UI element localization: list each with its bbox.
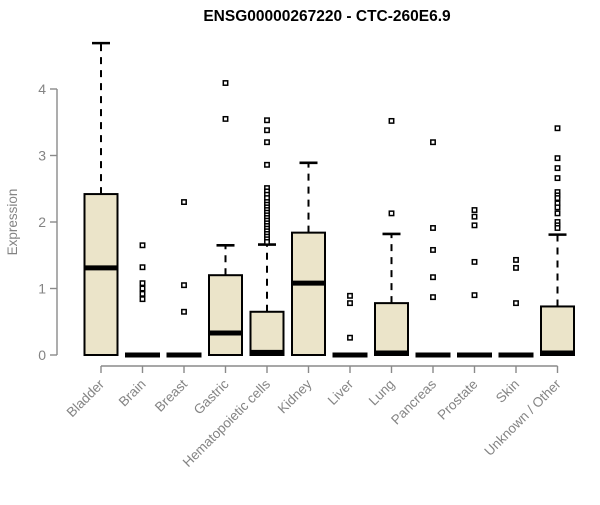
outlier-point xyxy=(139,290,146,297)
outlier-point xyxy=(388,210,395,217)
outlier-point xyxy=(347,292,353,299)
outlier-point xyxy=(139,280,146,287)
outlier-point xyxy=(513,264,519,271)
outlier-point xyxy=(513,300,519,307)
outlier-point xyxy=(264,161,270,168)
x-tick-label: Brain xyxy=(116,377,149,410)
box-bladder xyxy=(83,193,119,356)
x-tick-label: Prostate xyxy=(434,377,480,423)
outlier-point xyxy=(554,125,561,132)
box-kidney xyxy=(291,231,326,356)
outlier-point xyxy=(139,296,146,303)
outlier-point xyxy=(181,199,187,206)
outlier-point xyxy=(554,175,561,182)
x-tick-label: Gastric xyxy=(191,376,232,417)
chart-title: ENSG00000267220 - CTC-260E6.9 xyxy=(203,8,451,25)
outlier-point xyxy=(264,117,270,124)
y-tick-label: 3 xyxy=(38,148,46,164)
outlier-point xyxy=(181,308,187,315)
y-tick-label: 4 xyxy=(38,81,46,97)
outlier-point xyxy=(471,213,478,220)
outlier-point xyxy=(139,285,146,292)
outlier-point xyxy=(471,207,478,213)
y-tick-label: 2 xyxy=(38,214,46,230)
outlier-point xyxy=(264,127,270,134)
x-tick-label: Lung xyxy=(366,377,398,409)
outlier-point xyxy=(139,242,146,249)
y-axis-label: Expression xyxy=(5,188,20,256)
outlier-point xyxy=(554,210,561,217)
box-hematopoietic-cells xyxy=(249,310,285,356)
outlier-point xyxy=(347,334,353,341)
outlier-point xyxy=(471,292,478,299)
outlier-point xyxy=(513,256,519,263)
outlier-point xyxy=(430,139,436,146)
box-lung xyxy=(374,302,409,357)
box-gastric xyxy=(208,274,243,357)
x-tick-label: Breast xyxy=(152,376,190,414)
outlier-point xyxy=(264,139,270,146)
outlier-point xyxy=(222,80,229,86)
outlier-point xyxy=(347,300,353,307)
x-tick-label: Kidney xyxy=(275,376,315,416)
x-tick-label: Skin xyxy=(493,377,522,406)
outlier-point xyxy=(554,225,561,231)
x-tick-label: Liver xyxy=(325,376,357,408)
outlier-point xyxy=(181,282,187,289)
outlier-point xyxy=(554,165,561,172)
outlier-point xyxy=(430,294,436,301)
outlier-point xyxy=(471,222,478,229)
outlier-point xyxy=(471,258,478,265)
outlier-point xyxy=(139,264,146,271)
outlier-point xyxy=(222,115,229,122)
outlier-point xyxy=(430,246,436,253)
x-tick-label: Pancreas xyxy=(388,376,439,427)
outlier-point xyxy=(430,225,436,231)
outlier-point xyxy=(554,195,561,202)
outlier-point xyxy=(388,117,395,124)
y-tick-label: 0 xyxy=(38,347,46,363)
outlier-point xyxy=(554,155,561,162)
outlier-point xyxy=(430,274,436,281)
outlier-point xyxy=(264,239,270,245)
x-tick-label: Bladder xyxy=(64,376,108,420)
box-unknown-other xyxy=(540,305,575,356)
x-tick-label: Unknown / Other xyxy=(481,376,564,459)
outlier-point xyxy=(554,204,561,211)
y-tick-label: 1 xyxy=(38,281,46,297)
